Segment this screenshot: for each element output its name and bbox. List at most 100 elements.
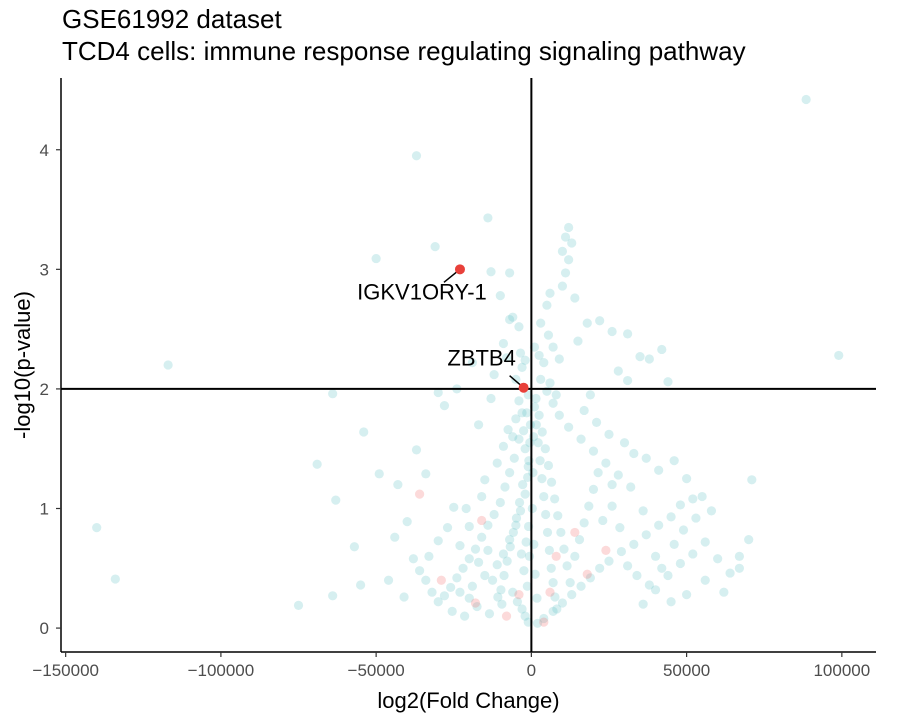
data-point bbox=[511, 513, 522, 523]
reference-lines bbox=[61, 78, 876, 652]
data-point bbox=[734, 563, 744, 573]
data-point bbox=[638, 506, 648, 516]
data-point bbox=[515, 506, 526, 516]
data-point bbox=[533, 438, 543, 448]
data-point bbox=[663, 570, 673, 581]
data-point bbox=[601, 458, 611, 468]
data-point bbox=[519, 566, 529, 576]
data-point bbox=[675, 558, 686, 569]
data-point bbox=[604, 556, 614, 566]
data-point bbox=[511, 374, 521, 384]
highlight-point bbox=[582, 569, 592, 579]
data-point bbox=[644, 354, 654, 364]
data-point bbox=[595, 563, 605, 573]
data-point bbox=[505, 468, 515, 478]
data-point bbox=[552, 604, 562, 614]
data-point bbox=[411, 445, 422, 455]
highlight-point bbox=[501, 611, 512, 621]
data-point bbox=[629, 539, 639, 549]
data-point bbox=[545, 288, 555, 298]
data-point bbox=[498, 338, 509, 349]
data-point bbox=[473, 557, 484, 567]
data-point bbox=[551, 390, 561, 400]
data-point bbox=[524, 551, 535, 561]
data-point bbox=[312, 459, 322, 469]
data-point bbox=[528, 432, 539, 442]
data-point bbox=[632, 570, 642, 581]
data-point bbox=[508, 432, 518, 442]
data-point bbox=[579, 518, 589, 528]
data-point bbox=[641, 530, 651, 540]
data-point bbox=[691, 513, 701, 523]
data-point bbox=[472, 601, 482, 612]
data-point bbox=[511, 520, 521, 530]
data-point bbox=[495, 497, 505, 508]
data-point bbox=[593, 468, 603, 478]
highlight-point bbox=[514, 590, 524, 600]
labelled-point bbox=[454, 264, 465, 275]
data-point bbox=[421, 575, 431, 585]
data-point bbox=[546, 477, 557, 487]
data-point bbox=[654, 465, 664, 475]
highlight-point bbox=[601, 545, 611, 555]
data-point bbox=[641, 453, 651, 463]
data-point bbox=[613, 470, 623, 480]
highlight-points bbox=[415, 489, 611, 627]
data-point bbox=[584, 501, 594, 511]
data-point bbox=[514, 434, 524, 444]
data-point bbox=[573, 336, 583, 346]
data-point bbox=[433, 387, 443, 398]
x-tick-label: 50000 bbox=[663, 661, 710, 680]
chart-subtitle: TCD4 cells: immune response regulating s… bbox=[62, 36, 746, 66]
data-point bbox=[644, 580, 654, 590]
data-point bbox=[666, 512, 676, 522]
data-point bbox=[514, 396, 524, 406]
data-point bbox=[483, 545, 493, 555]
data-point bbox=[744, 534, 754, 545]
data-point bbox=[629, 448, 639, 459]
data-point bbox=[500, 482, 510, 492]
data-point bbox=[539, 358, 549, 368]
highlight-point bbox=[570, 527, 580, 538]
data-point bbox=[604, 429, 614, 439]
y-tick-label: 1 bbox=[40, 500, 49, 519]
data-point bbox=[518, 479, 528, 490]
data-point bbox=[483, 520, 493, 530]
x-tick-label: −100000 bbox=[188, 661, 255, 680]
data-point bbox=[483, 213, 493, 223]
data-point bbox=[616, 546, 627, 557]
data-point bbox=[650, 585, 661, 595]
data-point bbox=[480, 475, 490, 485]
data-point bbox=[464, 554, 474, 564]
data-point bbox=[503, 424, 513, 435]
data-point bbox=[539, 491, 549, 502]
data-point bbox=[480, 570, 490, 581]
data-point bbox=[534, 350, 544, 361]
data-point bbox=[548, 578, 558, 588]
data-point bbox=[408, 554, 418, 564]
data-point bbox=[515, 348, 526, 358]
data-point bbox=[579, 405, 589, 416]
data-point bbox=[542, 300, 552, 310]
data-point bbox=[92, 523, 102, 533]
data-point bbox=[535, 456, 545, 466]
data-point bbox=[489, 509, 499, 520]
data-point bbox=[666, 597, 676, 607]
highlight-point bbox=[477, 515, 487, 526]
data-point bbox=[570, 551, 580, 561]
data-point bbox=[486, 393, 496, 404]
data-point bbox=[623, 329, 633, 339]
data-point bbox=[455, 587, 465, 597]
data-point bbox=[331, 495, 341, 505]
labelled-point bbox=[518, 382, 529, 393]
highlight-point bbox=[436, 575, 446, 585]
data-point bbox=[734, 551, 744, 561]
data-point bbox=[585, 573, 595, 583]
data-point bbox=[576, 434, 586, 444]
data-point bbox=[467, 581, 477, 591]
data-point bbox=[499, 570, 509, 581]
data-point bbox=[427, 587, 437, 597]
data-point bbox=[514, 322, 524, 332]
data-point bbox=[383, 575, 394, 585]
data-point bbox=[517, 362, 527, 372]
